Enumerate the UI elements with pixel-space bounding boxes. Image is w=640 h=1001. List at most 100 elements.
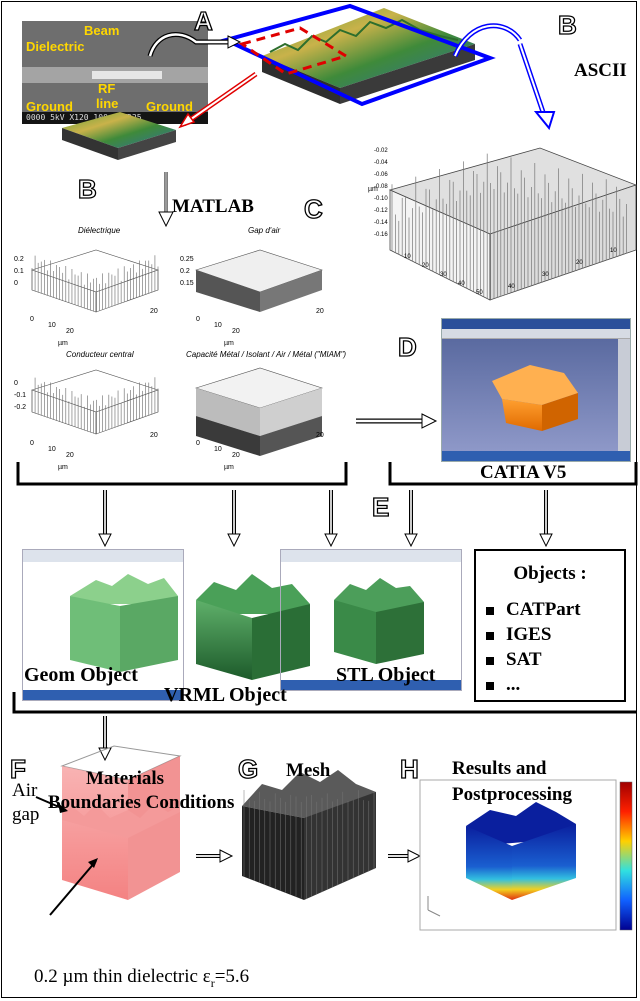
label-materials: Materials xyxy=(86,768,165,789)
sem-ground-left-label: Ground xyxy=(26,99,73,114)
sem-dielectric-label: Dielectric xyxy=(26,39,85,54)
label-matlab: MATLAB xyxy=(172,196,254,217)
matlab-z-tick: 0.25 xyxy=(180,256,194,263)
matlab-plot-3 xyxy=(31,369,159,435)
ascii-plot-stripes xyxy=(391,153,627,300)
vrml-object-shape xyxy=(196,574,310,680)
results-window xyxy=(419,779,633,931)
mesh-grid-lines xyxy=(243,790,375,899)
ascii-z-tick: -0.16 xyxy=(374,232,388,238)
objects-item: IGES xyxy=(486,622,581,647)
label-gap: gap xyxy=(12,804,40,825)
ascii-y-tick: 40 xyxy=(508,284,515,290)
ascii-x-tick: 40 xyxy=(458,281,465,287)
objects-item: ... xyxy=(486,672,581,697)
objects-title: Objects : xyxy=(513,563,587,584)
stl-object-shape xyxy=(334,578,424,664)
label-catia: CATIA V5 xyxy=(480,462,567,483)
objects-item: SAT xyxy=(486,647,581,672)
matlab-x-tick: 20 xyxy=(66,452,74,459)
matlab-plot-stripes xyxy=(31,255,159,434)
arrow-matlab-to-catia xyxy=(421,413,438,429)
label-vrml-object: VRML Object xyxy=(164,684,287,706)
mesh-shape xyxy=(242,770,376,900)
ascii-y-tick: 30 xyxy=(542,272,549,278)
catia-part-shape xyxy=(492,365,578,431)
catia-side-toolbar xyxy=(618,339,630,451)
geom-screenshot xyxy=(22,549,184,701)
objects-list: CATPart IGES SAT ... xyxy=(486,597,581,697)
objects-item: CATPart xyxy=(486,597,581,622)
ascii-y-tick: 20 xyxy=(576,260,583,266)
step-letter-h: H xyxy=(399,754,419,784)
step-letter-c: C xyxy=(303,194,323,224)
label-air: Air xyxy=(12,780,38,801)
arrow-to-mesh xyxy=(219,849,234,863)
ascii-y-tick: 10 xyxy=(610,248,617,254)
matlab-y-tick: 20 xyxy=(316,432,324,439)
matlab-x-tick: 20 xyxy=(232,452,240,459)
terrain-surface-large xyxy=(262,8,475,104)
matlab-x-tick: 10 xyxy=(214,446,222,453)
ascii-z-tick: -0.10 xyxy=(374,196,388,202)
dielectric-box-red xyxy=(60,745,182,900)
step-letter-d: D xyxy=(397,332,417,362)
geom-toolbar xyxy=(23,550,183,562)
matlab-unit-label: µm xyxy=(224,340,234,347)
ascii-z-tick: -0.04 xyxy=(374,160,388,166)
objects-box: Objects : CATPart IGES SAT ... xyxy=(474,549,626,702)
blue-selection-frame xyxy=(220,3,496,107)
catia-taskbar xyxy=(442,451,630,461)
matlab-x-tick: 0 xyxy=(30,440,34,447)
matlab-z-tick: 0 xyxy=(14,380,18,387)
bracket-catia xyxy=(388,462,638,486)
step-letter-b-left: B xyxy=(77,174,97,204)
label-boundaries: Boundaries Conditions xyxy=(48,792,235,813)
ascii-x-tick: 10 xyxy=(404,254,411,260)
ascii-z-tick: -0.12 xyxy=(374,208,388,214)
step-letter-g: G xyxy=(237,754,259,784)
ascii-x-tick: 20 xyxy=(422,263,429,269)
ascii-z-tick: -0.08 xyxy=(374,184,388,190)
label-results: Results and xyxy=(452,758,547,779)
matlab-z-tick: 0 xyxy=(14,280,18,287)
matlab-z-tick: 0.2 xyxy=(14,256,24,263)
matlab-unit-label: µm xyxy=(224,464,234,471)
ascii-unit-label: µm xyxy=(368,186,378,193)
matlab-title-1: Diélectrique xyxy=(78,226,121,235)
sem-ground-right-label: Ground xyxy=(146,99,193,114)
matlab-x-tick: 10 xyxy=(48,322,56,329)
sem-line-label: line xyxy=(96,96,119,111)
ascii-z-tick: -0.06 xyxy=(374,172,388,178)
label-stl-object: STL Object xyxy=(336,664,436,686)
matlab-unit-label: µm xyxy=(58,464,68,471)
matlab-title-4: Capacité Métal / Isolant / Air / Métal (… xyxy=(186,350,347,359)
matlab-z-tick: 0.15 xyxy=(180,280,194,287)
step-letter-e: E xyxy=(371,492,390,522)
catia-screenshot xyxy=(441,318,631,462)
sem-micrograph: Beam Dielectric RF Ground line Ground 00… xyxy=(22,21,208,124)
matlab-title-3: Conducteur central xyxy=(66,350,134,359)
ascii-x-tick: 50 xyxy=(476,290,483,296)
matlab-x-tick: 0 xyxy=(196,316,200,323)
matlab-x-tick: 20 xyxy=(232,328,240,335)
ascii-z-tick: -0.02 xyxy=(374,148,388,154)
sem-rf-label: RF xyxy=(98,81,116,96)
arrow-matlab-down xyxy=(158,211,174,228)
ascii-x-tick: 30 xyxy=(440,272,447,278)
matlab-z-tick: 0.2 xyxy=(180,268,190,275)
step-letter-f: F xyxy=(9,754,26,784)
stl-taskbar xyxy=(281,680,461,690)
matlab-z-tick: -0.2 xyxy=(14,404,27,411)
matlab-x-tick: 0 xyxy=(30,316,34,323)
matlab-unit-label: µm xyxy=(58,340,68,347)
matlab-y-tick: 20 xyxy=(150,308,158,315)
matlab-x-tick: 0 xyxy=(196,440,200,447)
label-mesh: Mesh xyxy=(286,760,331,781)
terrain-surface-small xyxy=(62,112,176,160)
stl-screenshot xyxy=(280,549,462,691)
matlab-plot-2 xyxy=(195,249,323,312)
catia-title-bar xyxy=(442,319,630,329)
